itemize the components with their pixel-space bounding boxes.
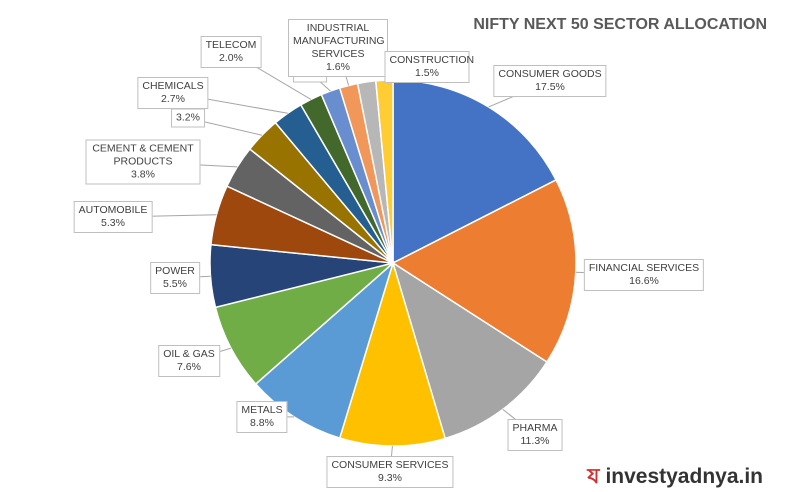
value-label: 3.8%: [131, 168, 155, 181]
pie-slice: [338, 260, 447, 447]
value-label: 3.2%: [176, 111, 200, 124]
data-label: POWER 5.5%: [150, 262, 200, 294]
pie-slice: [254, 260, 395, 440]
data-label: 3.2%: [171, 108, 205, 128]
logo-text: investyadnya.in: [605, 465, 763, 488]
data-label: OIL & GAS 7.6%: [158, 345, 220, 377]
value-label: 1.5%: [415, 67, 439, 79]
data-label: METALS 8.8%: [236, 401, 288, 433]
value-label: 11.3%: [520, 435, 550, 447]
data-label: CONSUMER GOODS 17.5%: [493, 65, 607, 97]
category: CEMENT & CEMENT PRODUCTS: [92, 142, 194, 168]
value-label: 5.3%: [101, 217, 125, 229]
category: FINANCIAL SERVICES: [588, 262, 700, 274]
category: METALS: [241, 404, 283, 416]
value-label: 9.3%: [378, 472, 402, 484]
pie-slice: [391, 178, 577, 364]
data-label: CONSTRUCTION 1.5%: [384, 51, 475, 83]
value-label: 8.8%: [250, 417, 274, 429]
data-label: INDUSTRIAL MANUFACTURING SERVICES 1.6%: [288, 19, 388, 77]
data-label: TELECOM 2.0%: [200, 36, 262, 68]
data-label: CEMENT & CEMENT PRODUCTS 3.8%: [85, 139, 201, 185]
value-label: 2.0%: [219, 52, 243, 64]
logo: য investyadnya.in: [587, 460, 763, 492]
value-label: 17.5%: [535, 81, 565, 93]
category: CONSUMER SERVICES: [331, 459, 449, 471]
data-label: FINANCIAL SERVICES 16.6%: [583, 259, 705, 291]
chart-title: NIFTY NEXT 50 SECTOR ALLOCATION: [473, 16, 767, 33]
data-label: AUTOMOBILE 5.3%: [73, 201, 153, 233]
data-label: PHARMA 11.3%: [507, 419, 563, 451]
category: INDUSTRIAL MANUFACTURING SERVICES: [293, 22, 385, 60]
category: TELECOM: [205, 39, 257, 51]
pie-slice: [391, 261, 548, 440]
data-label: CONSUMER SERVICES 9.3%: [326, 456, 454, 488]
value-label: 1.6%: [326, 61, 350, 73]
category: CONSUMER GOODS: [498, 68, 602, 80]
category: CONSTRUCTION: [389, 54, 475, 66]
value-label: 5.5%: [163, 278, 187, 290]
category: OIL & GAS: [163, 348, 215, 360]
value-label: 16.6%: [629, 275, 659, 287]
category: AUTOMOBILE: [78, 204, 148, 216]
category: POWER: [155, 265, 195, 277]
logo-icon: য: [587, 465, 600, 488]
value-label: 7.6%: [177, 361, 201, 373]
data-label: CHEMICALS 2.7%: [137, 77, 209, 109]
category: PHARMA: [512, 422, 558, 434]
value-label: 2.7%: [161, 93, 185, 105]
category: CHEMICALS: [142, 80, 204, 92]
